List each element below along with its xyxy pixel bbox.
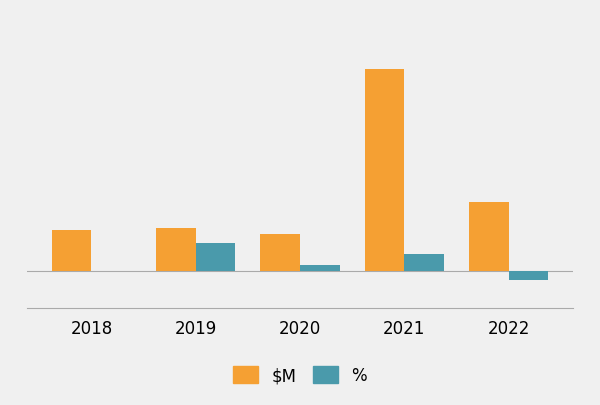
Bar xyxy=(300,265,340,271)
Bar xyxy=(509,271,548,280)
Bar xyxy=(365,70,404,271)
Bar xyxy=(196,243,235,271)
Bar xyxy=(260,234,300,271)
Bar xyxy=(52,231,91,271)
Bar xyxy=(156,228,196,271)
Bar xyxy=(404,254,444,271)
Legend: $M, %: $M, % xyxy=(224,358,376,392)
Bar xyxy=(469,203,509,271)
